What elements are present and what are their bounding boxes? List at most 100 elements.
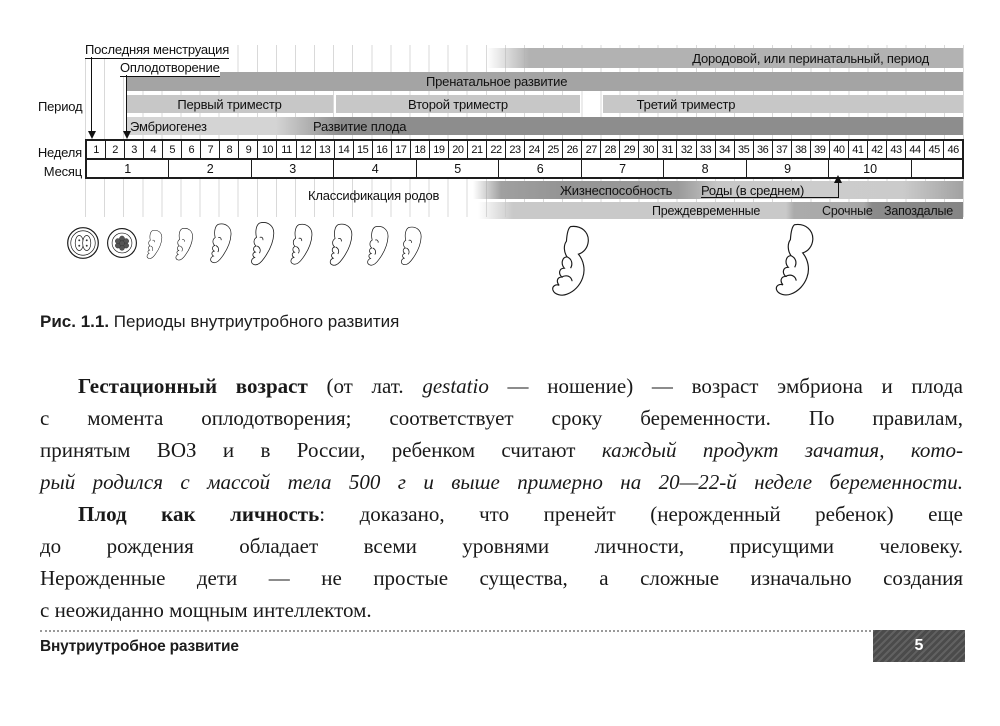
fetal-development-label: Развитие плода: [313, 119, 407, 134]
week-cell: 3: [124, 141, 143, 158]
week-cell: 2: [105, 141, 124, 158]
embryo-stage-icon: [175, 228, 193, 261]
first-trimester-bar: Первый триместр: [126, 95, 333, 113]
fertilization-label: Оплодотворение: [120, 60, 220, 77]
zygote-two-cell-icon: [67, 227, 99, 259]
week-cell: 37: [771, 141, 791, 158]
running-title: Внутриутробное развитие: [40, 638, 239, 655]
week-cell: 5: [162, 141, 181, 158]
birth-timing-bar: Преждевременные Срочные Запоздалые: [478, 202, 963, 219]
average-birth-arrowhead: [834, 175, 842, 183]
term-birth-label: Срочные: [822, 204, 873, 218]
last-menstruation-label: Последняя менструация: [85, 42, 230, 59]
text-line: рый родился с массой тела 500 г и выше п…: [40, 470, 963, 494]
morula-icon: [107, 228, 137, 258]
month-cell: 2: [168, 160, 250, 177]
text-line: до рождения обладает всеми уровнями личн…: [40, 534, 963, 558]
week-cell: 25: [543, 141, 562, 158]
week-cell: 35: [733, 141, 753, 158]
week-cell: 40: [828, 141, 848, 158]
month-cell: 6: [498, 160, 580, 177]
average-birth-label: Роды (в среднем): [701, 183, 805, 198]
week-cell: 6: [181, 141, 200, 158]
week-cell: 46: [943, 141, 962, 158]
week-cell: 16: [371, 141, 391, 158]
embryo-stage-icon: [251, 222, 275, 266]
embryo-stage-icon: [210, 223, 232, 264]
month-cell: 3: [250, 160, 333, 177]
week-cell: 24: [524, 141, 543, 158]
embryo-stage-icon: [329, 223, 353, 266]
week-cell: 20: [447, 141, 467, 158]
third-trimester-bar: Третий триместр: [603, 95, 963, 113]
week-cell: 18: [409, 141, 429, 158]
average-birth-arrow: [701, 181, 839, 198]
fertilization-arrow-line: [126, 75, 127, 133]
week-cell: 15: [352, 141, 372, 158]
page-number: 5: [914, 637, 924, 654]
week-cell: 31: [657, 141, 676, 158]
week-cell: 8: [219, 141, 238, 158]
week-cell: 17: [390, 141, 410, 158]
embryogenesis-fetal-bar: Эмбриогенез Развитие плода: [126, 117, 963, 135]
week-cell: 22: [485, 141, 505, 158]
text-line: Гестационный возраст (от лат. gestatio —…: [78, 374, 963, 398]
week-cell: 14: [333, 141, 353, 158]
text-line: Плод как личность: доказано, что пренейт…: [78, 502, 963, 526]
text-line: с момента оплодотворения; соответствует …: [40, 406, 963, 430]
embryo-stage-icon: [146, 230, 163, 259]
page-number-badge: 5: [873, 630, 965, 662]
week-cell: 33: [695, 141, 715, 158]
postterm-birth-label: Запоздалые: [884, 204, 954, 218]
figure-caption-number: Рис. 1.1.: [40, 312, 110, 331]
week-cell: 44: [905, 141, 924, 158]
week-cell: 26: [562, 141, 581, 158]
week-cell: 9: [238, 141, 257, 158]
perinatal-period-bar: Дородовой, или перинатальный, период: [487, 48, 963, 68]
last-menstruation-arrow-line: [91, 57, 92, 133]
week-cell: 30: [638, 141, 657, 158]
week-cell: 1: [93, 143, 99, 156]
week-cell: 12: [295, 141, 315, 158]
figure-caption: Рис. 1.1. Периоды внутриутробного развит…: [40, 312, 399, 332]
week-cell: 23: [505, 141, 524, 158]
week-cell: 29: [619, 141, 638, 158]
week-cell: 41: [847, 141, 867, 158]
first-trimester-label: Первый триместр: [177, 96, 282, 112]
week-cell: 21: [466, 141, 486, 158]
week-cell: 32: [676, 141, 695, 158]
month-cell: [910, 160, 962, 177]
premature-birth-label: Преждевременные: [652, 204, 761, 218]
figure-caption-text: Периоды внутриутробного развития: [113, 312, 400, 331]
month-cell: 8: [663, 160, 745, 177]
third-trimester-label: Третий триместр: [636, 96, 736, 112]
month-cell: 10: [828, 160, 910, 177]
embryogenesis-label: Эмбриогенез: [130, 119, 207, 134]
prenatal-development-label: Пренатальное развитие: [426, 74, 568, 89]
month-cell: 7: [580, 160, 663, 177]
text-line: с неожиданно мощным интеллектом.: [40, 598, 372, 622]
week-cell: 45: [924, 141, 943, 158]
embryo-stage-icon: [401, 226, 422, 266]
month-cell: 9: [745, 160, 828, 177]
week-cell: 13: [314, 141, 334, 158]
week-cell: 11: [276, 141, 295, 158]
week-cell: 19: [428, 141, 448, 158]
fertilization-arrowhead: [123, 131, 131, 139]
week-cell: 43: [885, 141, 905, 158]
week-cell: 27: [581, 141, 600, 158]
week-cell: 7: [200, 141, 219, 158]
text-line: принятым ВОЗ и в России, ребенком считаю…: [40, 438, 964, 462]
week-cell: 36: [752, 141, 772, 158]
prenatal-development-bar: Пренатальное развитие: [126, 72, 963, 91]
embryo-stage-icon: [367, 226, 389, 266]
body-text: Гестационный возраст (от лат. gestatio —…: [40, 370, 963, 626]
week-cell: 10: [257, 141, 276, 158]
last-menstruation-arrowhead: [88, 131, 96, 139]
week-cell: 38: [790, 141, 810, 158]
period-axis-label: Период: [38, 99, 83, 114]
week-cell: 4: [143, 141, 162, 158]
fetus-icon: [775, 223, 814, 296]
viability-bar: Жизнеспособность Роды (в среднем): [473, 181, 963, 199]
